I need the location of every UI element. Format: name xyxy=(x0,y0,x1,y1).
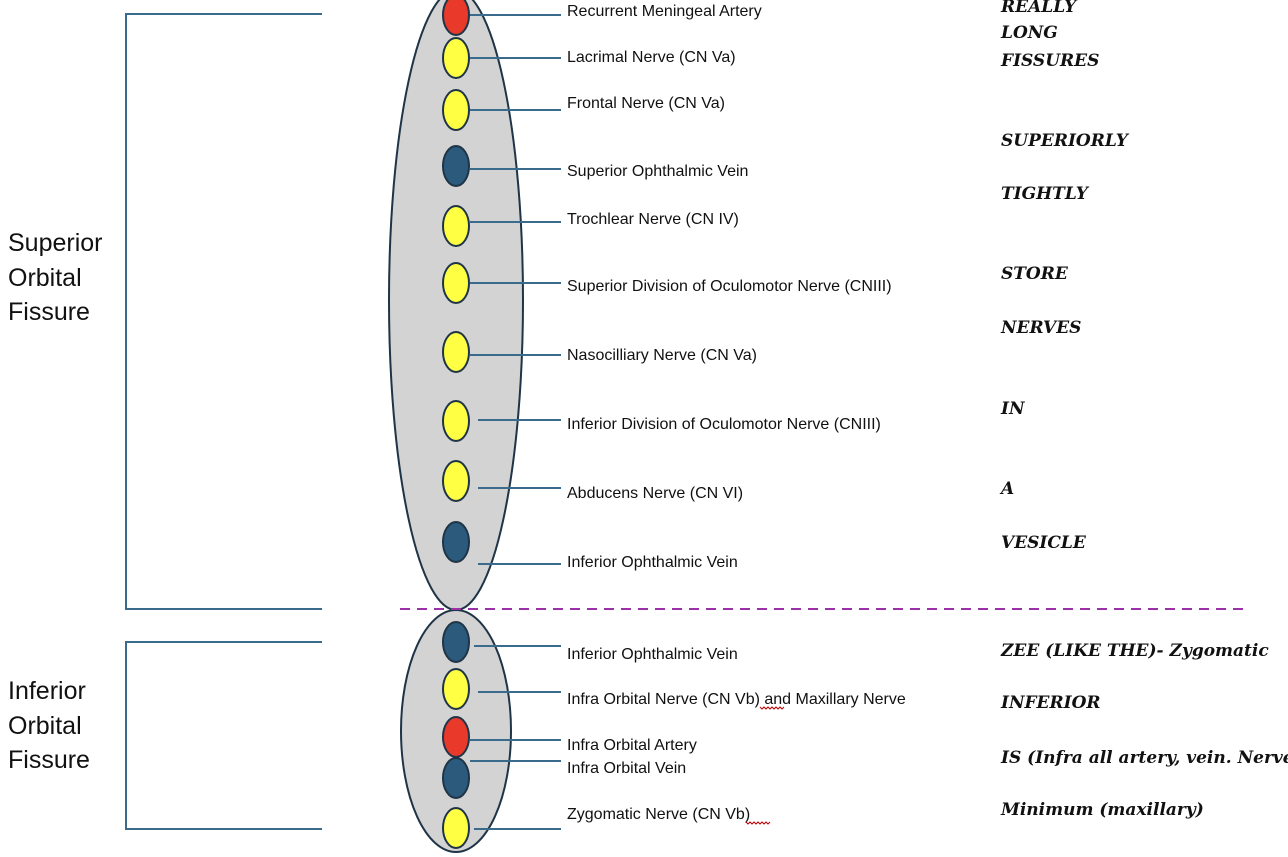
superior-orbital-fissure-title-line-3: Fissure xyxy=(8,298,90,326)
inferior-orbital-fissure-title-line-1: Inferior xyxy=(8,677,86,705)
spellcheck-underline xyxy=(745,821,771,825)
inferior-orbital-fissure-title-line-3: Fissure xyxy=(8,746,90,774)
superior-label-nasocilliary-nerve-cn-va: Nasocilliary Nerve (CN Va) xyxy=(567,347,757,364)
superior-mnemonic-word-10: VESICLE xyxy=(1001,533,1087,553)
superior-mnemonic-word-2: LONG xyxy=(1000,23,1058,43)
superior-mnemonic-word-1: REALLY xyxy=(1000,0,1078,17)
superior-label-abducens-nerve-cn-vi: Abducens Nerve (CN VI) xyxy=(567,485,743,502)
inferior-mnemonic-word-1: ZEE (LIKE THE)- Zygomatic xyxy=(1000,641,1269,661)
inferior-nerve-marker-zygomatic-nerve-cn-vb xyxy=(442,807,470,849)
superior-mnemonic-word-3: FISSURES xyxy=(1000,51,1099,71)
superior-nerve-marker-trochlear-nerve-cn-iv xyxy=(442,205,470,247)
superior-label-inferior-division-of-oculomotor-nerve-cniii: Inferior Division of Oculomotor Nerve (C… xyxy=(567,416,881,433)
superior-nerve-marker-lacrimal-nerve-cn-va xyxy=(442,37,470,79)
superior-label-inferior-ophthalmic-vein: Inferior Ophthalmic Vein xyxy=(567,554,738,571)
superior-nerve-marker-inferior-division-of-oculomotor-nerve-cniii xyxy=(442,400,470,442)
inferior-vein-marker-infra-orbital-vein xyxy=(442,757,470,799)
superior-nerve-marker-superior-division-of-oculomotor-nerve-cniii xyxy=(442,262,470,304)
inferior-orbital-fissure-title-line-2: Orbital xyxy=(8,712,82,740)
superior-label-lacrimal-nerve-cn-va: Lacrimal Nerve (CN Va) xyxy=(567,49,736,66)
superior-nerve-marker-frontal-nerve-cn-va xyxy=(442,89,470,131)
inferior-vein-marker-inferior-ophthalmic-vein xyxy=(442,621,470,663)
structure-markers xyxy=(442,0,470,849)
superior-nerve-marker-nasocilliary-nerve-cn-va xyxy=(442,331,470,373)
superior-artery-marker-recurrent-meningeal-artery xyxy=(442,0,470,36)
superior-orbital-fissure-title-line-2: Orbital xyxy=(8,264,82,292)
superior-mnemonic-word-6: STORE xyxy=(1001,264,1069,284)
superior-label-superior-ophthalmic-vein: Superior Ophthalmic Vein xyxy=(567,163,748,180)
superior-label-frontal-nerve-cn-va: Frontal Nerve (CN Va) xyxy=(567,95,725,112)
superior-vein-marker-inferior-ophthalmic-vein xyxy=(442,521,470,563)
inferior-label-zygomatic-nerve-cn-vb: Zygomatic Nerve (CN Vb) xyxy=(567,806,750,823)
leader-lines xyxy=(470,14,561,830)
spellcheck-underlines xyxy=(745,706,785,825)
superior-fissure-bracket xyxy=(125,13,322,610)
superior-label-recurrent-meningeal-artery: Recurrent Meningeal Artery xyxy=(567,3,762,20)
superior-nerve-marker-abducens-nerve-cn-vi xyxy=(442,460,470,502)
structure-labels: Recurrent Meningeal Artery Lacrimal Nerve… xyxy=(567,3,906,823)
superior-mnemonic-word-5: TIGHTLY xyxy=(1001,184,1090,204)
superior-label-trochlear-nerve-cn-iv: Trochlear Nerve (CN IV) xyxy=(567,211,739,228)
inferior-label-inferior-ophthalmic-vein: Inferior Ophthalmic Vein xyxy=(567,646,738,663)
superior-mnemonic-word-8: IN xyxy=(1000,399,1026,419)
inferior-nerve-marker-infra-orbital-nerve-cn-vb-and-maxillary-nerve xyxy=(442,668,470,710)
inferior-artery-marker-infra-orbital-artery xyxy=(442,716,470,758)
superior-vein-marker-superior-ophthalmic-vein xyxy=(442,145,470,187)
group-brackets xyxy=(125,13,322,830)
superior-mnemonic-word-4: SUPERIORLY xyxy=(1001,131,1130,151)
inferior-label-infra-orbital-nerve-cn-vb-and-maxillary-nerve: Infra Orbital Nerve (CN Vb) and Maxillar… xyxy=(567,691,906,708)
inferior-label-infra-orbital-vein: Infra Orbital Vein xyxy=(567,760,686,777)
inferior-fissure-bracket xyxy=(125,641,322,830)
inferior-label-infra-orbital-artery: Infra Orbital Artery xyxy=(567,737,697,754)
superior-orbital-fissure-title-line-1: Superior xyxy=(8,229,103,257)
inferior-mnemonic-word-4: Minimum (maxillary) xyxy=(1000,800,1204,820)
mnemonic-words: REALLY LONG FISSURES SUPERIORLY TIGHTLY STORE… xyxy=(999,0,1288,820)
superior-mnemonic-word-9: A xyxy=(999,479,1014,499)
spellcheck-underline xyxy=(759,706,785,710)
group-titles: Superior Orbital Fissure Inferior Orbital Fis… xyxy=(8,229,103,774)
superior-label-superior-division-of-oculomotor-nerve-cniii: Superior Division of Oculomotor Nerve (C… xyxy=(567,278,892,295)
superior-mnemonic-word-7: NERVES xyxy=(1000,318,1081,338)
inferior-mnemonic-word-2: INFERIOR xyxy=(1000,693,1101,713)
inferior-mnemonic-word-3: IS (Infra all artery, vein. Nerve) xyxy=(1000,748,1288,768)
